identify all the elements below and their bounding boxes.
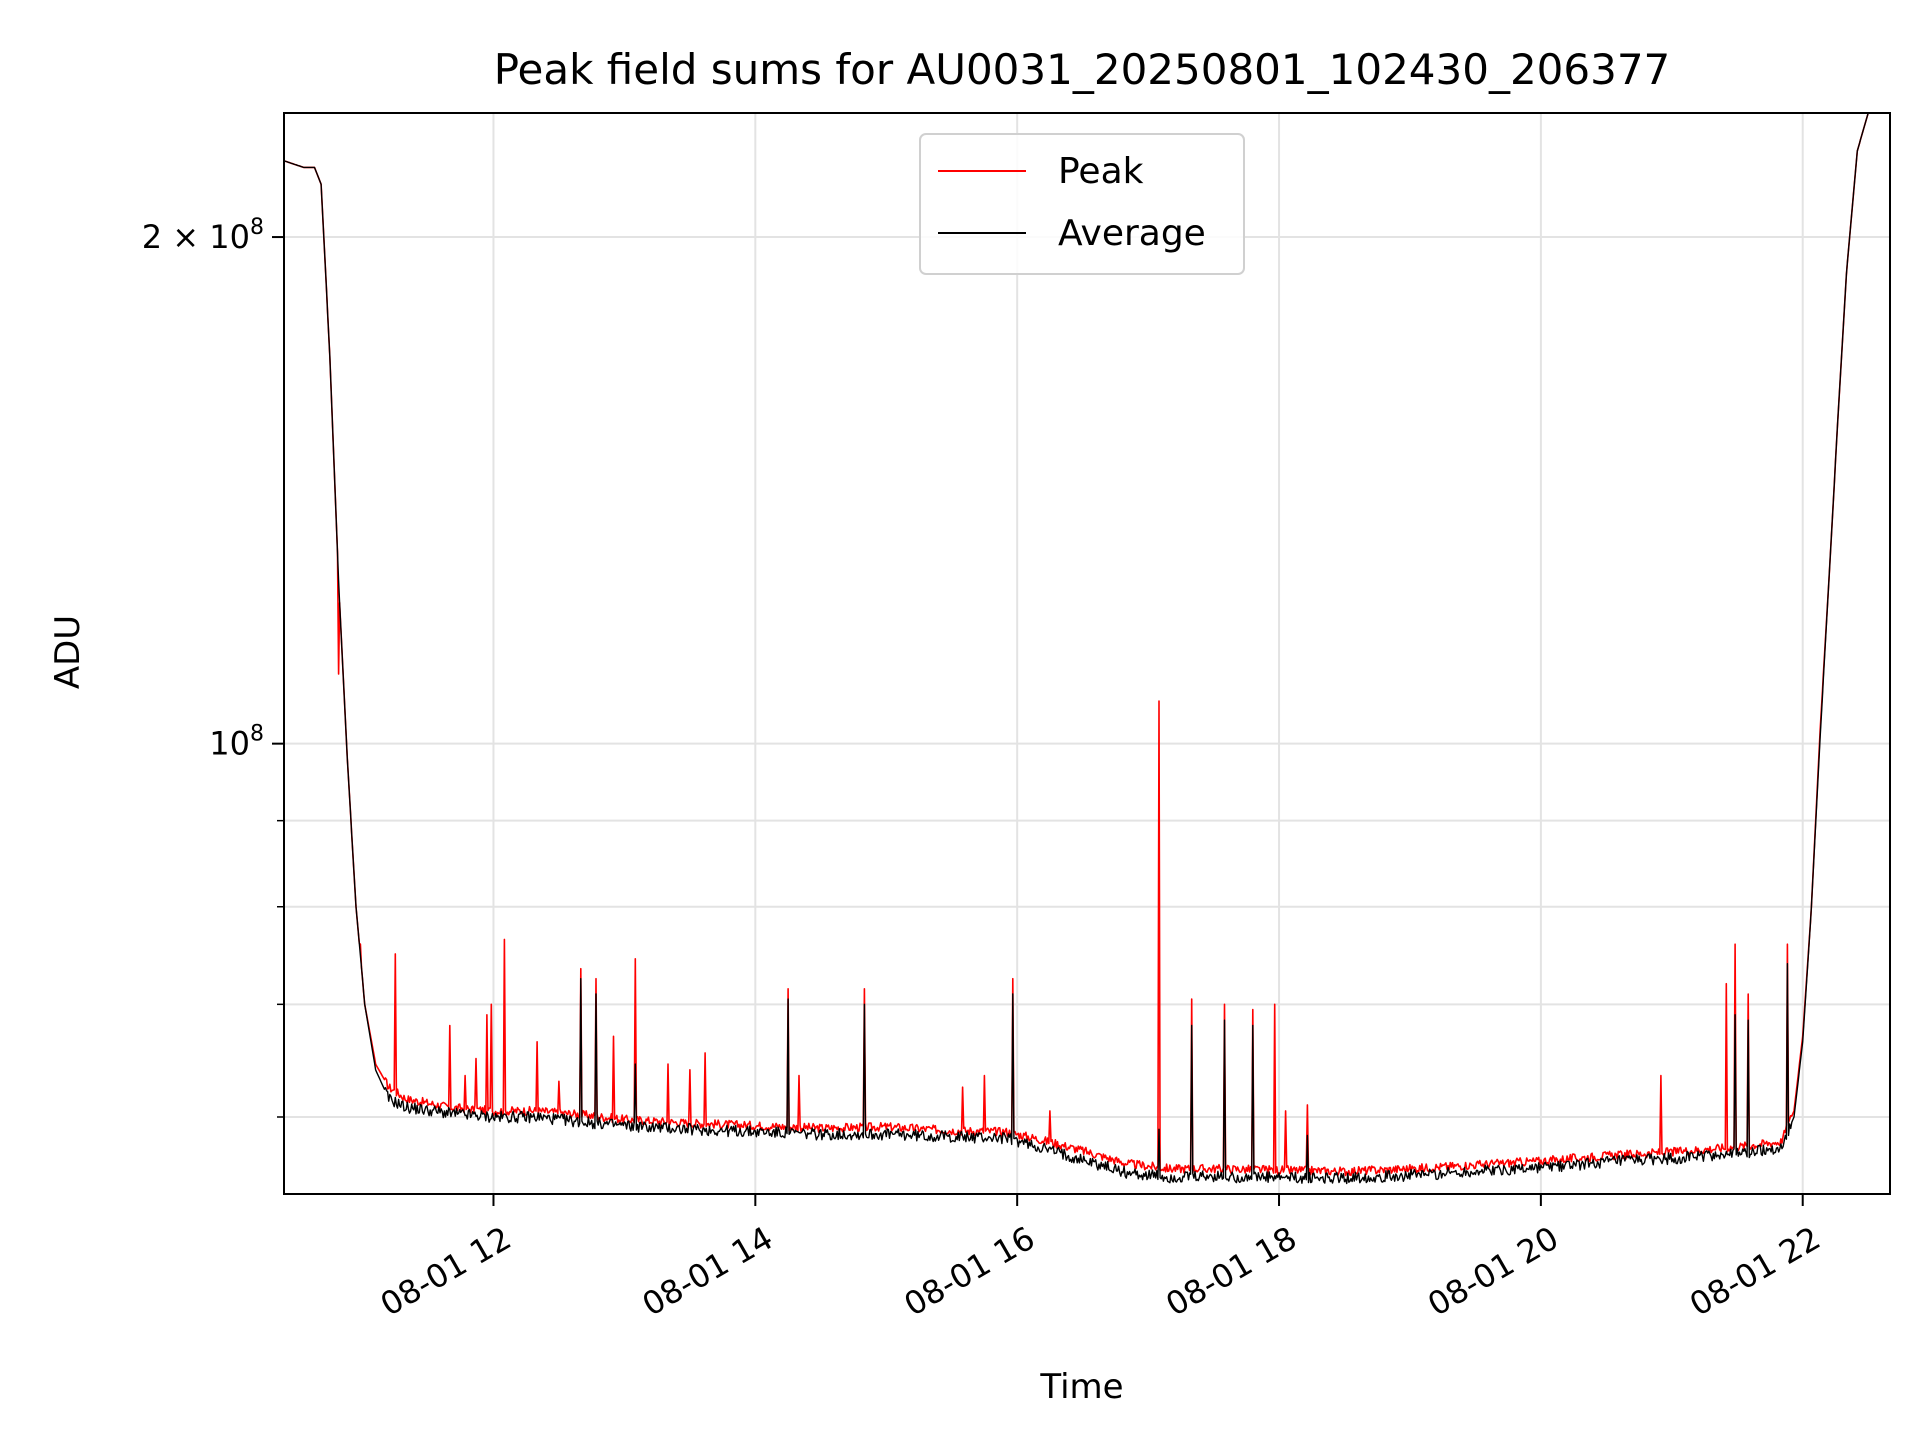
grid-lines — [284, 113, 1890, 1194]
y-tick-label: 108 — [209, 722, 264, 763]
legend-box — [919, 133, 1245, 275]
series-line-peak — [284, 113, 1869, 1177]
plot-area — [284, 113, 1869, 1185]
legend-label-peak: Peak — [1058, 151, 1144, 192]
series-layer — [284, 113, 1869, 1185]
x-axis-label: Time — [1039, 1367, 1123, 1407]
series-line-average — [284, 113, 1869, 1185]
legend-label-average: Average — [1058, 213, 1206, 254]
axes-frame — [283, 112, 1891, 1195]
legend: Peak Average — [919, 133, 1245, 275]
chart-title: Peak field sums for AU0031_20250801_1024… — [494, 45, 1671, 94]
y-axis-label: ADU — [48, 615, 88, 689]
y-tick-label: 2 × 108 — [142, 215, 264, 256]
